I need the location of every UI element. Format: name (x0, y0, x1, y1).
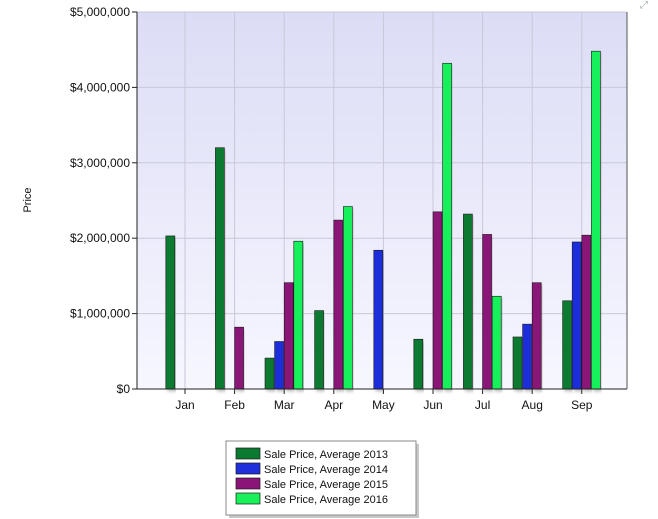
x-tick-label: Mar (274, 398, 295, 412)
y-tick-label: $3,000,000 (70, 156, 130, 170)
expand-icon[interactable]: ⤢ (640, 0, 648, 11)
y-tick-label: $2,000,000 (70, 231, 130, 245)
legend-swatch (235, 447, 261, 460)
bar (234, 326, 244, 390)
x-tick-label: Sep (571, 398, 593, 412)
bar (314, 310, 324, 390)
x-tick-label: Jul (475, 398, 490, 412)
bar (165, 235, 176, 390)
bar (333, 219, 344, 390)
bar (373, 249, 384, 390)
bar (571, 241, 582, 390)
bar (562, 300, 572, 390)
bar (264, 357, 275, 390)
bar (491, 295, 502, 390)
bar (591, 50, 601, 390)
legend-label: Sale Price, Average 2013 (264, 449, 388, 461)
legend-swatch (235, 477, 261, 490)
x-tick-label: Feb (224, 398, 245, 412)
bar (413, 338, 424, 390)
bar (463, 213, 473, 390)
y-tick-label: $4,000,000 (70, 80, 130, 94)
legend-label: Sale Price, Average 2016 (264, 494, 388, 506)
y-axis-label: Price (22, 187, 34, 212)
bar (531, 282, 542, 390)
x-tick-label: May (372, 398, 395, 412)
x-tick-label: Apr (324, 398, 343, 412)
legend-label: Sale Price, Average 2015 (264, 479, 388, 491)
bar (432, 211, 443, 390)
legend-swatch (235, 492, 261, 505)
bar (283, 282, 294, 390)
bar (215, 147, 225, 390)
x-tick-label: Aug (522, 398, 543, 412)
bar (293, 240, 304, 390)
bar (581, 234, 592, 390)
y-tick-label: $0 (117, 382, 131, 396)
bar (482, 234, 492, 390)
bar (274, 341, 284, 390)
y-tick-label: $5,000,000 (70, 5, 130, 19)
x-tick-label: Jan (175, 398, 194, 412)
bar (343, 206, 353, 390)
bar (522, 323, 532, 390)
y-tick-label: $1,000,000 (70, 307, 130, 321)
bar (442, 62, 452, 390)
bar (512, 336, 523, 390)
legend-swatch (235, 462, 261, 475)
legend-label: Sale Price, Average 2014 (264, 464, 388, 476)
x-tick-label: Jun (423, 398, 442, 412)
